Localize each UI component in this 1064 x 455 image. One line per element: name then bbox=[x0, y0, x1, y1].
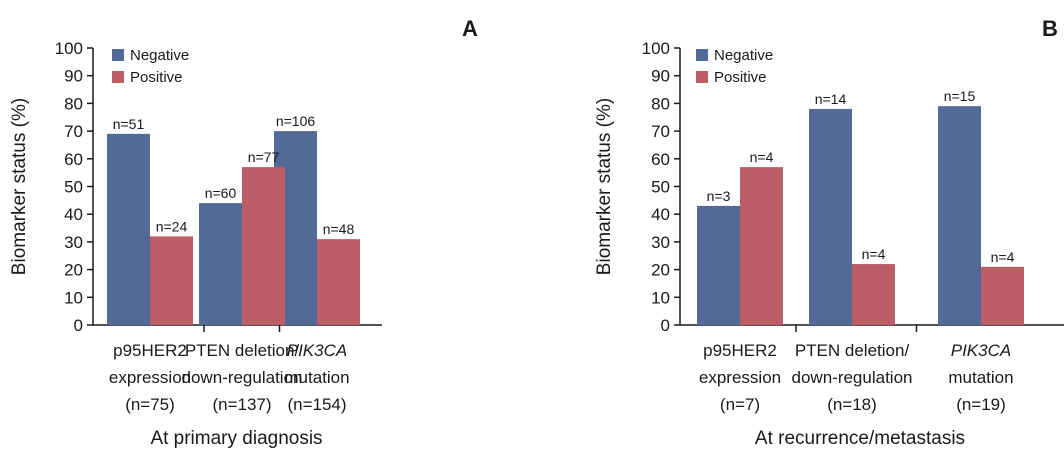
category-label-line2: down-regulation bbox=[182, 368, 303, 387]
y-tick-label: 0 bbox=[661, 316, 670, 335]
legend-label-negative: Negative bbox=[714, 47, 773, 64]
bar-data-label: n=3 bbox=[707, 188, 731, 204]
legend-swatch-negative bbox=[696, 49, 708, 61]
bar-data-label: n=77 bbox=[248, 149, 280, 165]
legend-label-positive: Positive bbox=[130, 69, 183, 86]
bar-positive bbox=[150, 236, 193, 325]
y-tick-label: 0 bbox=[74, 316, 83, 335]
y-tick-label: 20 bbox=[651, 261, 670, 280]
category-label-line1: p95HER2 bbox=[703, 341, 777, 360]
bar-negative bbox=[199, 203, 242, 325]
panel-letter: A bbox=[462, 16, 478, 41]
y-tick-label: 50 bbox=[64, 178, 83, 197]
bar-data-label: n=51 bbox=[113, 116, 145, 132]
bar-data-label: n=4 bbox=[750, 149, 774, 165]
category-label-line1: p95HER2 bbox=[113, 341, 187, 360]
category-label-line2: expression bbox=[109, 368, 191, 387]
bar-data-label: n=15 bbox=[944, 88, 976, 104]
y-tick-label: 90 bbox=[651, 67, 670, 86]
chart-panel-a: A 0 10 20 30 40 50 60 70 80 90 100 n=51 n=60 n=106 n=24… bbox=[9, 16, 478, 449]
bar-data-label: n=106 bbox=[276, 113, 316, 129]
legend-swatch-positive bbox=[696, 71, 708, 83]
bar-negative bbox=[809, 108, 852, 325]
y-tick-label: 40 bbox=[64, 205, 83, 224]
legend-label-positive: Positive bbox=[714, 69, 767, 86]
category-label-line2: mutation bbox=[948, 368, 1013, 387]
y-axis-title: Biomarker status (%) bbox=[9, 98, 30, 275]
y-tick-label: 60 bbox=[64, 150, 83, 169]
category-label-line1: PIK3CA bbox=[287, 341, 347, 360]
bar-data-label: n=4 bbox=[991, 249, 1015, 265]
y-tick-label: 10 bbox=[64, 288, 83, 307]
category-label-line1: PIK3CA bbox=[951, 341, 1011, 360]
y-tick-label: 30 bbox=[651, 233, 670, 252]
bar-positive bbox=[981, 266, 1024, 325]
legend-swatch-negative bbox=[112, 49, 124, 61]
legend-swatch-positive bbox=[112, 71, 124, 83]
category-label-line3: (n=18) bbox=[827, 395, 877, 414]
y-tick-label: 70 bbox=[64, 122, 83, 141]
chart-panel-b: B 0 10 20 30 40 50 60 70 80 90 100 n=3 n=14 n=15 n=4 n=4… bbox=[594, 16, 1064, 449]
y-tick-label: 30 bbox=[64, 233, 83, 252]
y-tick-label: 20 bbox=[64, 261, 83, 280]
y-tick-label: 60 bbox=[651, 150, 670, 169]
y-tick-label: 90 bbox=[64, 67, 83, 86]
category-label-line3: (n=154) bbox=[287, 395, 346, 414]
y-tick-label: 10 bbox=[651, 288, 670, 307]
category-label-line2: expression bbox=[699, 368, 781, 387]
y-tick-label: 70 bbox=[651, 122, 670, 141]
panel-letter: B bbox=[1042, 16, 1058, 41]
category-label-line3: (n=7) bbox=[720, 395, 760, 414]
legend-label-negative: Negative bbox=[130, 47, 189, 64]
y-tick-label: 40 bbox=[651, 205, 670, 224]
bar-data-label: n=14 bbox=[815, 91, 847, 107]
bar-negative bbox=[107, 133, 150, 325]
category-label-line1: PTEN deletion/ bbox=[795, 341, 910, 360]
bar-positive bbox=[317, 239, 360, 325]
y-tick-label: 80 bbox=[651, 94, 670, 113]
bar-positive bbox=[740, 167, 783, 325]
y-tick-label: 80 bbox=[64, 94, 83, 113]
bar-positive bbox=[852, 264, 895, 325]
bar-data-label: n=48 bbox=[323, 221, 355, 237]
category-label-line1: PTEN deletion/ bbox=[185, 341, 300, 360]
bar-negative bbox=[697, 205, 740, 325]
y-tick-label: 100 bbox=[55, 39, 83, 58]
y-axis-title: Biomarker status (%) bbox=[594, 98, 615, 275]
y-tick-label: 50 bbox=[651, 178, 670, 197]
bar-positive bbox=[242, 167, 285, 325]
bar-negative bbox=[938, 106, 981, 325]
category-label-line2: down-regulation bbox=[792, 368, 913, 387]
category-label-line3: (n=75) bbox=[125, 395, 175, 414]
bar-data-label: n=4 bbox=[862, 246, 886, 262]
bar-data-label: n=24 bbox=[156, 218, 188, 234]
category-label-line2: mutation bbox=[284, 368, 349, 387]
x-axis-title: At recurrence/metastasis bbox=[755, 428, 965, 449]
category-label-line3: (n=19) bbox=[956, 395, 1006, 414]
bar-data-label: n=60 bbox=[205, 185, 237, 201]
x-axis-title: At primary diagnosis bbox=[150, 428, 322, 449]
category-label-line3: (n=137) bbox=[212, 395, 271, 414]
y-tick-label: 100 bbox=[642, 39, 670, 58]
